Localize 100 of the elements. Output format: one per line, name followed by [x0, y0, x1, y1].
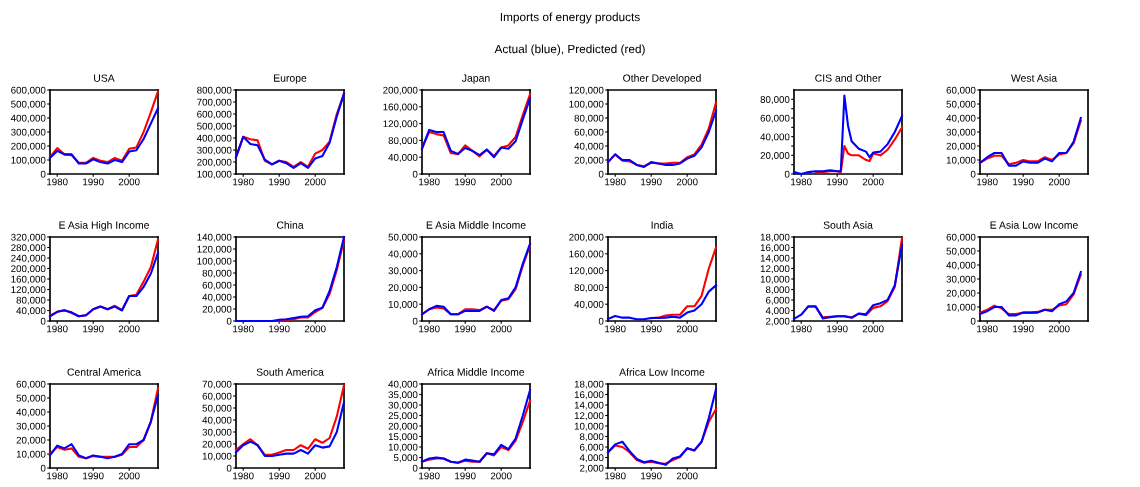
y-tick-label: 0: [40, 170, 46, 178]
x-tick-label: 2000: [304, 472, 326, 480]
y-tick-label: 300,000: [197, 146, 232, 155]
x-tick-label: 2000: [676, 178, 698, 186]
y-tick-label: 0: [598, 317, 604, 325]
y-tick-label: 140,000: [197, 233, 232, 242]
y-tick-label: 100,000: [569, 100, 604, 109]
line-series: [48, 107, 160, 165]
chart-title: E Asia Low Income: [990, 221, 1078, 229]
y-tick-label: 4,000: [579, 454, 604, 463]
y-tick-label: 160,000: [11, 275, 46, 284]
y-tick-label: 320,000: [11, 233, 46, 242]
chart-title: South America: [256, 368, 324, 376]
y-tick-label: 8,000: [765, 286, 790, 295]
x-tick-label: 1980: [791, 178, 812, 186]
y-tick-label: 0: [226, 317, 232, 325]
y-tick-label: 10,000: [760, 275, 790, 284]
y-tick-label: 20,000: [16, 436, 46, 445]
x-tick-label: 1980: [605, 325, 626, 333]
x-tick-label: 1980: [977, 325, 998, 333]
y-tick-label: 200,000: [383, 86, 418, 95]
x-tick-label: 1980: [419, 472, 440, 480]
y-tick-label: 20,000: [760, 152, 790, 161]
y-tick-label: 50,000: [388, 233, 418, 242]
y-tick-label: 2,000: [580, 464, 604, 473]
y-tick-label: 16,000: [574, 391, 604, 400]
x-tick-label: 1980: [977, 178, 998, 186]
chart-title: Japan: [461, 74, 490, 84]
y-tick-label: 100,000: [11, 156, 46, 165]
y-tick-label: 60,000: [574, 128, 604, 137]
y-tick-label: 700,000: [197, 98, 232, 107]
y-tick-label: 40,000: [202, 293, 232, 302]
chart-title: CIS and Other: [815, 74, 882, 82]
y-tick-label: 100,000: [197, 257, 232, 266]
y-tick-label: 14,000: [760, 254, 790, 263]
y-tick-label: 80,000: [574, 114, 604, 123]
x-tick-label: 1990: [83, 325, 104, 333]
y-tick-label: 0: [970, 170, 976, 178]
y-tick-label: 60,000: [202, 281, 232, 290]
y-tick-label: 30,000: [388, 401, 418, 410]
y-tick-label: 120,000: [11, 286, 46, 295]
y-tick-label: 20,000: [202, 440, 232, 449]
y-tick-label: 10,000: [946, 156, 976, 165]
y-tick-label: 160,000: [383, 103, 418, 112]
x-tick-label: 2000: [304, 178, 326, 186]
y-tick-label: 200,000: [197, 158, 232, 167]
x-tick-label: 1990: [641, 472, 662, 480]
y-tick-label: 10,000: [202, 452, 232, 461]
y-tick-label: 80,000: [574, 284, 604, 293]
y-tick-label: 0: [40, 317, 46, 325]
chart-title: E Asia Middle Income: [426, 221, 526, 229]
y-tick-label: 40,000: [388, 380, 418, 389]
y-tick-label: 18,000: [760, 233, 790, 242]
y-tick-label: 30,000: [946, 275, 976, 284]
text: Imports of energy products: [500, 12, 640, 24]
y-tick-label: 60,000: [202, 392, 232, 401]
y-tick-label: 2,000: [766, 317, 790, 326]
y-tick-label: 0: [226, 464, 232, 472]
chart-title: Central America: [67, 368, 142, 376]
x-tick-label: 2000: [676, 472, 698, 480]
y-tick-label: 10,000: [946, 303, 976, 312]
y-tick-label: 120,000: [569, 86, 604, 95]
y-tick-label: 0: [412, 464, 418, 472]
y-tick-label: 16,000: [760, 244, 790, 253]
y-tick-label: 400,000: [196, 134, 232, 143]
x-tick-label: 1990: [827, 325, 848, 333]
y-tick-label: 35,000: [388, 391, 418, 400]
chart-title: West Asia: [1010, 74, 1058, 82]
y-tick-label: 40,000: [574, 300, 604, 309]
x-tick-label: 1980: [233, 325, 254, 333]
y-tick-label: 50,000: [202, 404, 232, 413]
x-tick-label: 1980: [791, 325, 812, 333]
y-tick-label: 12,000: [760, 265, 790, 274]
y-tick-label: 40,000: [388, 250, 418, 259]
x-tick-label: 1980: [605, 178, 626, 186]
y-tick-label: 0: [412, 170, 418, 178]
x-tick-label: 2000: [676, 325, 698, 333]
x-tick-label: 1990: [641, 178, 662, 186]
y-tick-label: 40,000: [388, 153, 418, 162]
y-tick-label: 25,000: [388, 412, 418, 421]
chart-title: E Asia High Income: [59, 221, 149, 231]
y-tick-label: 120,000: [383, 120, 418, 129]
chart-title: Africa Middle Income: [427, 368, 525, 376]
chart-title: South Asia: [823, 221, 873, 229]
y-tick-label: 30,000: [202, 428, 232, 437]
y-tick-label: 300,000: [11, 128, 46, 137]
x-tick-label: 1990: [1013, 325, 1034, 333]
x-tick-label: 2000: [1048, 178, 1070, 186]
line-series: [234, 400, 346, 458]
x-tick-label: 2000: [862, 178, 884, 186]
chart-title: Africa Low Income: [619, 368, 705, 376]
y-tick-label: 20,000: [202, 305, 232, 314]
y-tick-label: 280,000: [11, 244, 46, 253]
y-tick-label: 800,000: [197, 86, 232, 95]
x-tick-label: 2000: [490, 472, 512, 480]
x-tick-label: 1990: [269, 325, 290, 333]
y-tick-label: 10,000: [574, 422, 604, 431]
line-series: [814, 126, 904, 174]
y-tick-label: 30,000: [946, 128, 976, 137]
y-tick-label: 5,000: [393, 454, 418, 463]
